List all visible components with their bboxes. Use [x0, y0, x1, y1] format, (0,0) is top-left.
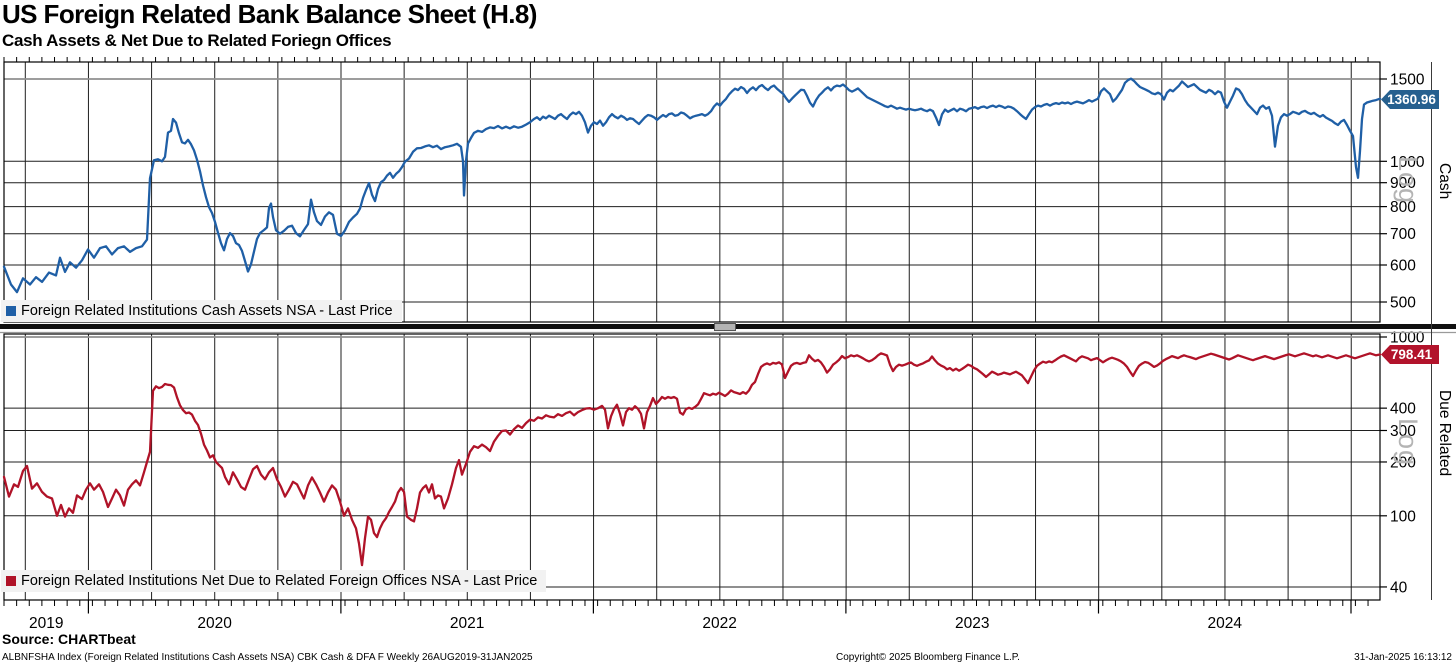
axis-tick-label: 900 [1390, 175, 1416, 192]
last-price-tag-due: 798.41 [1381, 345, 1439, 364]
source-label: Source: CHARTbeat [2, 631, 136, 647]
axis-tick-label: 200 [1390, 454, 1416, 471]
legend-due-label: Foreign Related Institutions Net Due to … [21, 573, 538, 589]
page-subtitle: Cash Assets & Net Due to Related Foriegn… [2, 31, 392, 50]
panel-border [3, 333, 1381, 601]
page-title: US Foreign Related Bank Balance Sheet (H… [2, 0, 537, 29]
legend-due-related: Foreign Related Institutions Net Due to … [1, 570, 547, 592]
axis-tick-label: 500 [1390, 295, 1416, 312]
last-price-tag-cash: 1360.96 [1381, 90, 1439, 109]
panel-border [3, 61, 1381, 323]
axis-tick-label: 1000 [1390, 330, 1425, 347]
axis-tick-label: 800 [1390, 199, 1416, 216]
log-scale-label-due: Log [1393, 418, 1423, 467]
cash-assets-line [2, 77, 1382, 294]
legend-cash-label: Foreign Related Institutions Cash Assets… [21, 303, 393, 319]
axis-tick-label: 1000 [1390, 154, 1425, 171]
copyright-label: Copyright© 2025 Bloomberg Finance L.P. [836, 652, 1020, 663]
axis-tick-label: 300 [1390, 423, 1416, 440]
axis-name-due: Due Related [1436, 390, 1453, 477]
panel-divider-handle[interactable] [714, 323, 736, 331]
legend-swatch-due-icon [6, 576, 16, 586]
year-label: 2019 [29, 615, 63, 632]
axis-tick-label: 40 [1390, 579, 1408, 596]
axis-tick-label: 1500 [1390, 72, 1425, 89]
year-label: 2024 [1208, 615, 1243, 632]
axis-tick-label: 400 [1390, 401, 1416, 418]
year-label: 2022 [702, 615, 736, 632]
log-scale-label-cash: Log [1393, 156, 1423, 205]
year-label: 2023 [955, 615, 989, 632]
year-label: 2021 [450, 615, 484, 632]
axis-tick-label: 700 [1390, 226, 1416, 243]
axis-tick-label: 100 [1390, 508, 1416, 525]
legend-cash: Foreign Related Institutions Cash Assets… [1, 300, 402, 322]
legend-swatch-cash-icon [6, 306, 16, 316]
index-description: ALBNFSHA Index (Foreign Related Institut… [2, 652, 533, 663]
net-due-line [2, 352, 1382, 567]
axis-tick-label: 600 [1390, 257, 1416, 274]
axis-name-cash: Cash [1436, 163, 1453, 200]
timestamp-label: 31-Jan-2025 16:13:12 [1354, 652, 1452, 663]
year-label: 2020 [197, 615, 232, 632]
